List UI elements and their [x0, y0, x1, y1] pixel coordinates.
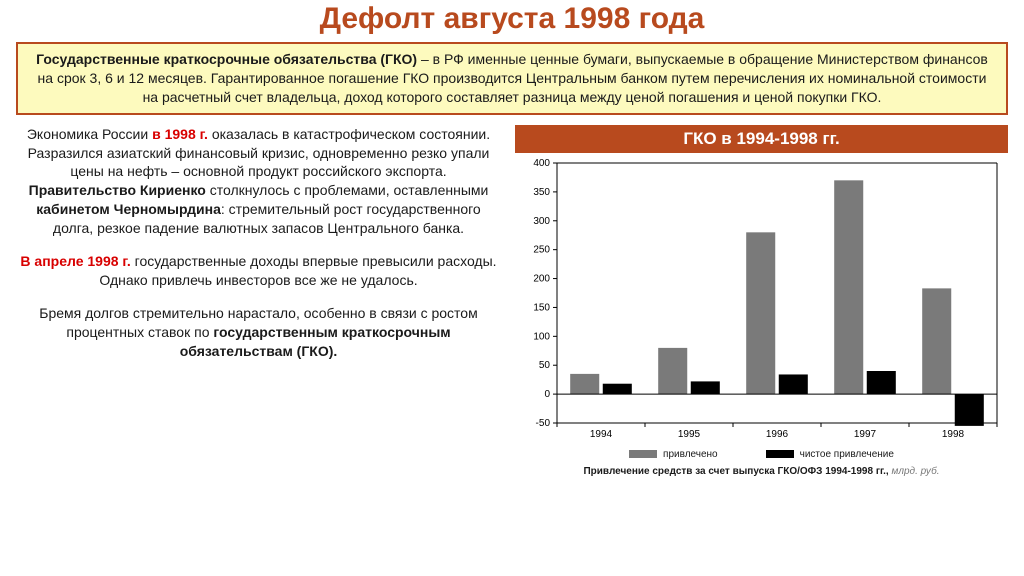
p1-bold1: Правительство Кириенко [29, 182, 206, 198]
legend-item: привлечено [629, 449, 718, 460]
right-column: ГКО в 1994-1998 гг. -50 0 50 100 150 200 250 30… [515, 125, 1008, 477]
legend-swatch [629, 450, 657, 458]
svg-text:200: 200 [533, 273, 550, 284]
chart-caption: Привлечение средств за счет выпуска ГКО/… [515, 466, 1008, 477]
p2-red: В апреле 1998 г. [20, 253, 130, 269]
legend-label: привлечено [663, 449, 718, 460]
page-title: Дефолт августа 1998 года [16, 2, 1008, 36]
svg-text:-50: -50 [536, 418, 551, 429]
chart-header: ГКО в 1994-1998 гг. [515, 125, 1008, 153]
svg-text:1996: 1996 [766, 429, 789, 440]
legend-row: привлечено чистое привлечение [515, 449, 1008, 460]
p2-a: государственные доходы впервые превысили… [99, 253, 496, 288]
svg-text:1997: 1997 [854, 429, 877, 440]
paragraph-3: Бремя долгов стремительно нарастало, осо… [16, 304, 501, 361]
caption-bold: Привлечение средств за счет выпуска ГКО/… [583, 466, 891, 477]
slide: Дефолт августа 1998 года Государственные… [0, 0, 1024, 576]
p1-red: в 1998 г. [152, 126, 208, 142]
paragraph-1: Экономика России в 1998 г. оказалась в к… [16, 125, 501, 238]
chart-svg: -50 0 50 100 150 200 250 300 350 400 1994 1995 1996 1… [515, 157, 1005, 447]
main-row: Экономика России в 1998 г. оказалась в к… [16, 125, 1008, 477]
p1-a: Экономика России [27, 126, 152, 142]
bar-chart: -50 0 50 100 150 200 250 300 350 400 1994 1995 1996 1… [515, 157, 1008, 447]
paragraph-2: В апреле 1998 г. государственные доходы … [16, 252, 501, 290]
definition-box: Государственные краткосрочные обязательс… [16, 42, 1008, 115]
p1-c: столкнулось с проблемами, оставленными [206, 182, 489, 198]
svg-text:300: 300 [533, 215, 550, 226]
legend-item: чистое привлечение [766, 449, 894, 460]
svg-text:400: 400 [533, 158, 550, 169]
svg-text:150: 150 [533, 302, 550, 313]
svg-text:250: 250 [533, 244, 550, 255]
legend-swatch [766, 450, 794, 458]
svg-text:1994: 1994 [590, 429, 613, 440]
left-column: Экономика России в 1998 г. оказалась в к… [16, 125, 501, 477]
caption-ital: млрд. руб. [892, 466, 940, 477]
p1-bold2: кабинетом Черномырдина [36, 201, 221, 217]
svg-text:350: 350 [533, 187, 550, 198]
svg-text:1998: 1998 [942, 429, 965, 440]
svg-text:100: 100 [533, 331, 550, 342]
svg-text:1995: 1995 [678, 429, 701, 440]
svg-text:0: 0 [544, 389, 550, 400]
svg-text:50: 50 [539, 360, 551, 371]
definition-lead: Государственные краткосрочные обязательс… [36, 51, 417, 67]
legend-label: чистое привлечение [800, 449, 894, 460]
p3-bold: государственным краткосрочным обязательс… [180, 324, 451, 359]
